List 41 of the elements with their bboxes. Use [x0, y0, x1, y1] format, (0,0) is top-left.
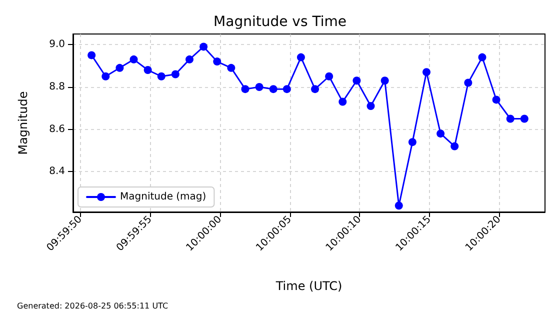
point: [394, 202, 403, 210]
y-tick-label: 8.8: [49, 81, 65, 92]
point: [338, 98, 347, 106]
point: [450, 142, 459, 150]
point: [269, 85, 278, 94]
legend-label: Magnitude (mag): [120, 192, 206, 202]
point: [88, 51, 96, 60]
point: [130, 55, 138, 64]
point: [200, 42, 208, 51]
point: [171, 70, 180, 78]
point: [520, 114, 528, 123]
point: [408, 138, 416, 146]
y-tick-label: 9.0: [49, 39, 65, 50]
point: [380, 76, 389, 85]
point: [102, 72, 110, 80]
point: [157, 72, 166, 80]
x-axis-title: Time (UTC): [274, 279, 342, 293]
point: [282, 85, 291, 94]
y-axis-title: Magnitude: [16, 91, 30, 155]
point: [436, 130, 445, 138]
point: [255, 82, 264, 91]
point: [296, 53, 305, 62]
point: [227, 64, 236, 72]
point: [464, 78, 472, 87]
point: [325, 72, 334, 80]
point: [213, 58, 222, 66]
y-tick-label: 8.6: [49, 124, 65, 135]
point: [116, 64, 124, 72]
y-tick-label: 8.4: [49, 166, 65, 178]
point: [186, 55, 194, 64]
point: [506, 114, 514, 123]
chart-title: Magnitude vs Time: [214, 14, 346, 30]
point: [492, 96, 500, 104]
text: Generated: 2026-08-25 06:55:11 UTC: [17, 302, 168, 310]
point: [352, 76, 361, 85]
point: [366, 102, 375, 110]
point: [144, 66, 152, 74]
point: [241, 85, 250, 94]
point: [422, 68, 430, 76]
point: [311, 85, 320, 94]
point: [478, 53, 486, 62]
